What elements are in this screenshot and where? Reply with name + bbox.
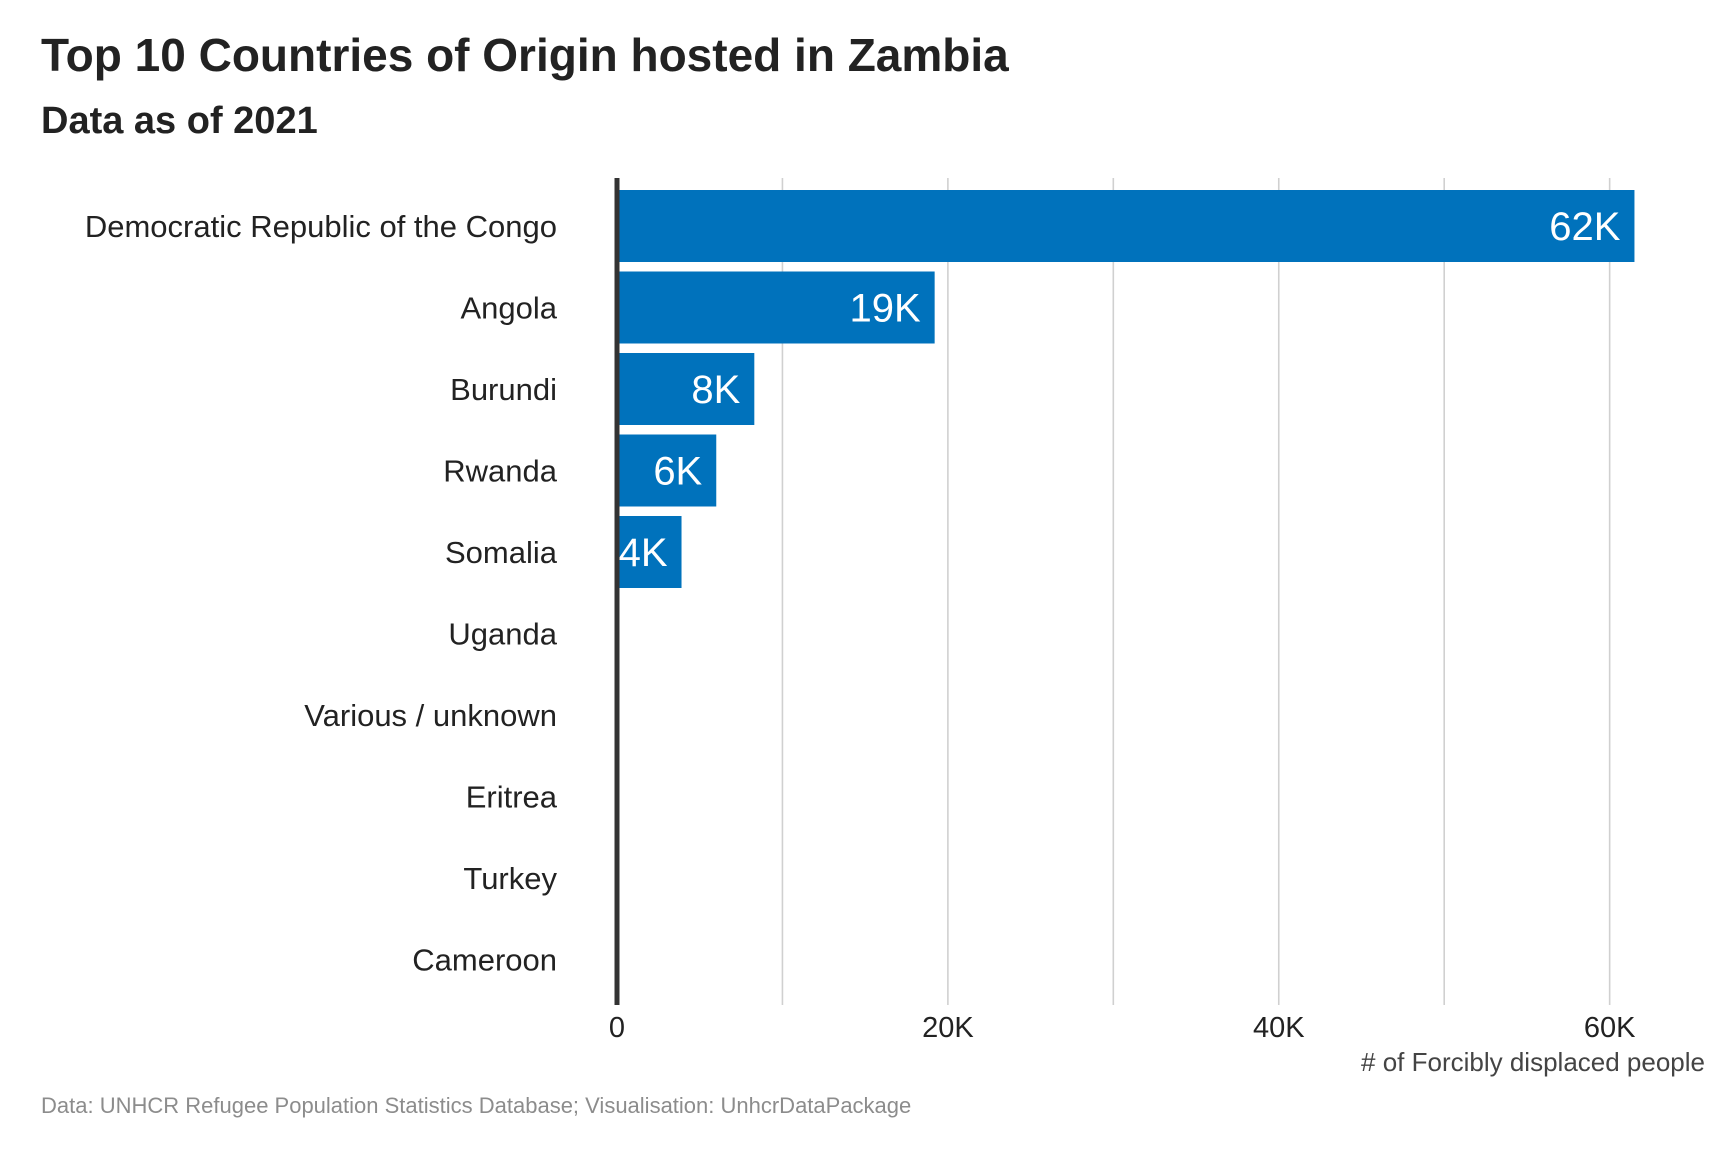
category-label: Turkey bbox=[463, 861, 557, 896]
chart-title: Top 10 Countries of Origin hosted in Zam… bbox=[41, 29, 1009, 81]
bar bbox=[617, 271, 935, 344]
category-label: Somalia bbox=[445, 535, 558, 570]
bar-value-label: 8K bbox=[691, 368, 740, 412]
bar-value-label: 62K bbox=[1549, 205, 1620, 249]
x-tick-labels: 0 20K 40K 60K bbox=[609, 1012, 1636, 1044]
bar bbox=[617, 190, 1635, 262]
category-label: Democratic Republic of the Congo bbox=[85, 209, 557, 244]
x-axis-title: # of Forcibly displaced people bbox=[1361, 1047, 1705, 1077]
category-label: Cameroon bbox=[412, 943, 557, 978]
category-label: Burundi bbox=[450, 372, 557, 407]
bar-value-label: 6K bbox=[653, 450, 702, 494]
x-tick-label: 20K bbox=[922, 1012, 974, 1044]
category-label: Angola bbox=[460, 291, 557, 326]
source-caption: Data: UNHCR Refugee Population Statistic… bbox=[41, 1093, 912, 1118]
x-tick-label: 60K bbox=[1584, 1012, 1636, 1044]
category-label: Uganda bbox=[448, 617, 557, 652]
category-labels: Democratic Republic of the Congo Angola Bu… bbox=[85, 209, 558, 978]
bar bbox=[617, 516, 682, 588]
category-label: Eritrea bbox=[466, 780, 558, 815]
x-tick-label: 40K bbox=[1253, 1012, 1305, 1044]
category-label: Various / unknown bbox=[304, 698, 557, 733]
bar bbox=[617, 353, 755, 425]
bars: 62K 19K 8K 6K 4K bbox=[617, 190, 1635, 588]
x-tick-label: 0 bbox=[609, 1012, 625, 1044]
bar bbox=[617, 434, 717, 507]
bar-value-label: 4K bbox=[619, 531, 668, 575]
chart-subtitle: Data as of 2021 bbox=[41, 100, 318, 142]
bar-value-label: 19K bbox=[849, 287, 920, 331]
category-label: Rwanda bbox=[443, 454, 557, 489]
